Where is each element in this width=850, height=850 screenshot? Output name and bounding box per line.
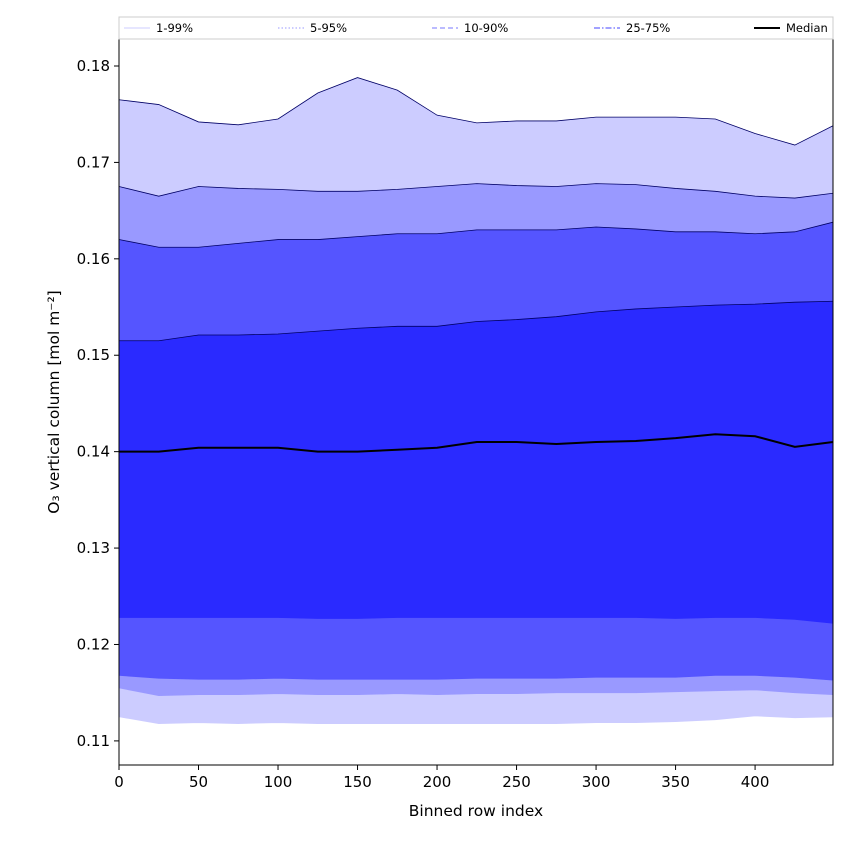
legend-label: 5-95% (310, 21, 347, 35)
band-5-95-lower-line (118, 687, 834, 696)
band-10-90-upper-line (118, 221, 834, 248)
y-tick-label: 0.17 (77, 153, 110, 171)
x-tick-label: 400 (741, 773, 770, 791)
x-tick-label: 100 (264, 773, 293, 791)
y-tick-label: 0.18 (77, 57, 110, 75)
y-tick-label: 0.12 (77, 635, 110, 653)
legend-label: 25-75% (626, 21, 670, 35)
band-5-95-upper-line (118, 183, 834, 199)
band-1-99-lower-line (118, 715, 834, 724)
x-tick-label: 200 (423, 773, 452, 791)
x-tick-label: 300 (582, 773, 611, 791)
y-axis-ticks: 0.11 0.12 0.13 0.14 0.15 0.16 0.17 0.18 (77, 57, 119, 750)
y-tick-label: 0.14 (77, 443, 110, 461)
legend: 1-99% 5-95% 10-90% 25-75% Median (118, 16, 834, 40)
x-tick-label: 0 (114, 773, 124, 791)
legend-label: 10-90% (464, 21, 508, 35)
median-line (119, 433, 834, 453)
y-axis-label: O₃ vertical column [mol m⁻²] (45, 290, 63, 513)
legend-label: 1-99% (156, 21, 193, 35)
median-layer (119, 433, 834, 453)
band-25-75-lower-line (119, 617, 834, 624)
x-tick-label: 350 (661, 773, 690, 791)
band-1-99-upper-line (118, 77, 834, 146)
band-25-75-area (119, 301, 833, 624)
y-tick-label: 0.13 (77, 539, 110, 557)
x-tick-label: 250 (502, 773, 531, 791)
legend-box (118, 16, 834, 40)
band-25-75-upper-line (119, 300, 834, 342)
y-tick-label: 0.11 (77, 732, 110, 750)
y-tick-label: 0.15 (77, 346, 110, 364)
band-10-90-lower-line (118, 674, 834, 681)
y-tick-label: 0.16 (77, 250, 110, 268)
x-axis-ticks: 0 50 100 150 200 250 300 350 400 (114, 765, 769, 791)
x-axis-label: Binned row index (409, 802, 543, 820)
legend-label: Median (786, 21, 828, 35)
x-tick-label: 150 (343, 773, 372, 791)
bands-layer (118, 77, 834, 724)
x-tick-label: 50 (189, 773, 208, 791)
